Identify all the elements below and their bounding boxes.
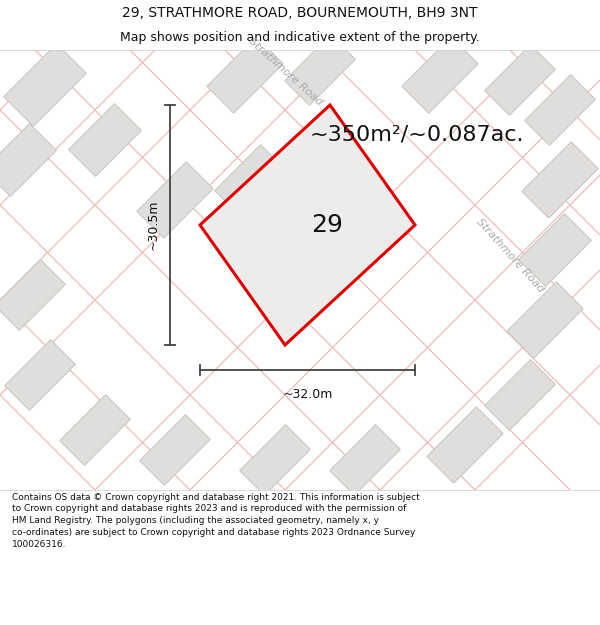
Polygon shape (402, 37, 478, 113)
Text: Strathmore Road: Strathmore Road (475, 216, 545, 294)
Polygon shape (0, 259, 65, 331)
Polygon shape (68, 104, 142, 176)
Polygon shape (59, 394, 130, 466)
Polygon shape (200, 105, 415, 345)
Polygon shape (140, 414, 211, 486)
Text: Contains OS data © Crown copyright and database right 2021. This information is : Contains OS data © Crown copyright and d… (12, 492, 420, 549)
Polygon shape (5, 339, 76, 411)
Polygon shape (137, 162, 213, 238)
Polygon shape (329, 424, 400, 496)
Text: 29: 29 (311, 213, 343, 237)
Polygon shape (4, 44, 86, 126)
Polygon shape (524, 74, 595, 146)
Text: ~32.0m: ~32.0m (283, 388, 332, 401)
Polygon shape (507, 282, 583, 358)
Polygon shape (284, 34, 355, 106)
Text: Strathmore Road: Strathmore Road (246, 36, 324, 108)
Text: Map shows position and indicative extent of the property.: Map shows position and indicative extent… (120, 31, 480, 44)
Polygon shape (207, 37, 283, 113)
Polygon shape (518, 214, 592, 286)
Polygon shape (239, 424, 310, 496)
Text: ~30.5m: ~30.5m (147, 200, 160, 250)
Polygon shape (215, 144, 286, 216)
Polygon shape (522, 142, 598, 218)
Polygon shape (485, 359, 556, 431)
Polygon shape (0, 124, 56, 196)
Text: 29, STRATHMORE ROAD, BOURNEMOUTH, BH9 3NT: 29, STRATHMORE ROAD, BOURNEMOUTH, BH9 3N… (122, 6, 478, 19)
Polygon shape (485, 44, 556, 116)
Text: ~350m²/~0.087ac.: ~350m²/~0.087ac. (310, 125, 524, 145)
Polygon shape (427, 407, 503, 483)
